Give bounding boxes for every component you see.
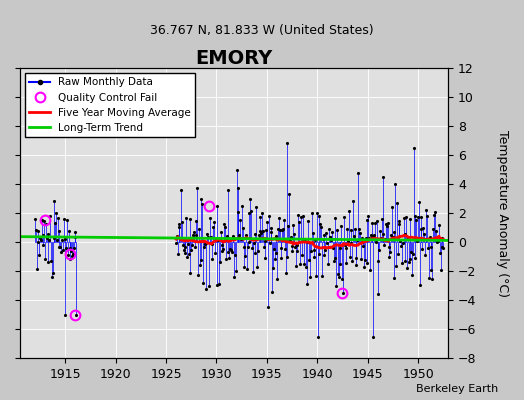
Title: EMORY: EMORY xyxy=(195,49,272,68)
Text: 36.767 N, 81.833 W (United States): 36.767 N, 81.833 W (United States) xyxy=(150,24,374,37)
Y-axis label: Temperature Anomaly (°C): Temperature Anomaly (°C) xyxy=(496,130,509,297)
Text: Berkeley Earth: Berkeley Earth xyxy=(416,384,498,394)
Legend: Raw Monthly Data, Quality Control Fail, Five Year Moving Average, Long-Term Tren: Raw Monthly Data, Quality Control Fail, … xyxy=(25,73,195,137)
